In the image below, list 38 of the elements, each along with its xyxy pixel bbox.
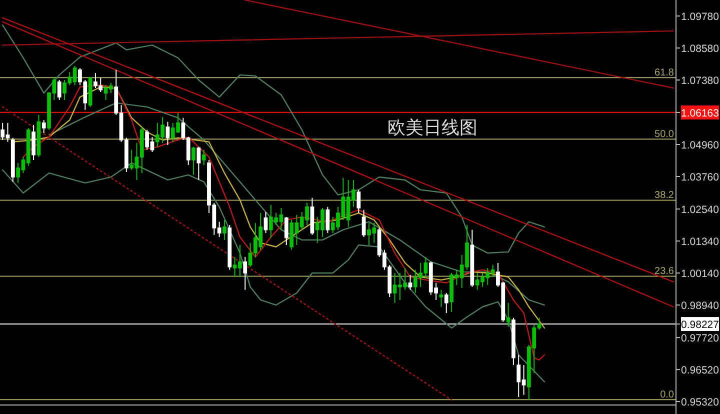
y-tick-label: 1.03760 (681, 172, 720, 184)
candlestick (356, 189, 361, 214)
text: 欧美日线图 (388, 118, 478, 138)
y-tick-label: 0.95320 (681, 396, 720, 409)
line-series (2, 24, 546, 254)
candlestick (362, 209, 366, 238)
candlestick (408, 274, 412, 290)
candlestick (202, 149, 206, 166)
y-tick-label: 1.02540 (681, 204, 720, 216)
y-tick-label: 0.98227 (681, 319, 720, 332)
candlestick (284, 216, 288, 246)
y-tick-label: 0.97720 (681, 332, 720, 345)
candlestick (42, 119, 46, 134)
candlestick (439, 289, 444, 308)
candlestick (32, 124, 36, 160)
y-tick-label: 1.09780 (681, 10, 720, 23)
candlestick (192, 146, 196, 176)
y-tick-label: 1.01340 (681, 236, 720, 248)
line-series (2, 162, 546, 382)
candlestick (196, 146, 201, 180)
y-tick-label: 1.08580 (681, 42, 720, 55)
y-tick-label: 1.07380 (681, 74, 720, 87)
candlestick (243, 256, 248, 290)
y-tick-label: 1.06163 (681, 107, 720, 120)
y-tick-label: 1.04960 (681, 140, 720, 152)
annotation: 61.8 (654, 68, 674, 79)
annotation: 0.0 (660, 390, 674, 401)
y-tick-label: 0.98940 (681, 300, 720, 312)
candlestick (444, 292, 448, 314)
annotation: 50.0 (654, 129, 674, 140)
y-tick-label: 1.00140 (681, 268, 720, 280)
line-series (48, 102, 546, 306)
candlestick (222, 219, 226, 240)
y-tick-label: 0.96520 (681, 364, 720, 377)
candlestick (57, 79, 62, 100)
annotation: 38.2 (654, 190, 674, 202)
candlestick (326, 206, 330, 234)
annotation: 23.6 (654, 266, 674, 278)
